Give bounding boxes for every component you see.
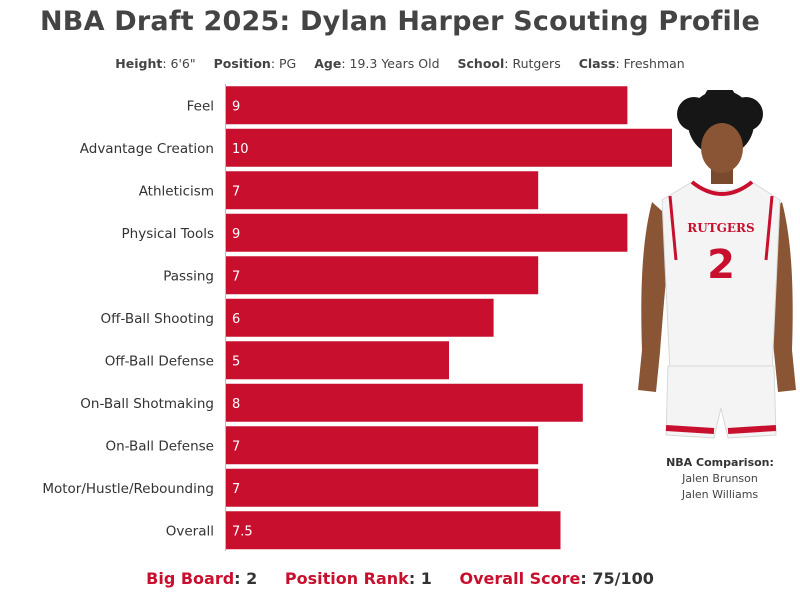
bar: [226, 511, 561, 550]
bar-value-label: 7: [232, 482, 240, 497]
nba-comparison: NBA Comparison: Jalen Brunson Jalen Will…: [640, 455, 800, 503]
meta-class-key: Class: [578, 56, 616, 71]
category-label: Feel: [187, 98, 214, 114]
jersey-number: 2: [707, 242, 735, 288]
meta-position-key: Position: [213, 56, 271, 71]
player-photo: RUTGERS 2: [638, 90, 796, 439]
position-rank-value: : 1: [408, 569, 432, 588]
bar-value-label: 7.5: [232, 524, 253, 539]
bar-value-label: 8: [232, 397, 240, 412]
chart-title: NBA Draft 2025: Dylan Harper Scouting Pr…: [40, 6, 760, 37]
bar-value-label: 6: [232, 312, 240, 327]
meta-height-value: : 6'6": [162, 56, 196, 71]
bar-value-label: 9: [232, 227, 240, 242]
meta-height: Height: 6'6": [115, 56, 195, 71]
meta-height-key: Height: [115, 56, 163, 71]
bar-value-label: 7: [232, 184, 240, 199]
category-label: Off-Ball Shooting: [101, 311, 214, 327]
comparison-player-2: Jalen Williams: [681, 488, 759, 501]
bar: [226, 86, 628, 125]
bar: [226, 171, 539, 210]
category-label: Physical Tools: [122, 226, 214, 242]
bars-group: Feel 9 Advantage Creation 10 Athleticism 7 Phy…: [42, 86, 672, 550]
bar: [226, 426, 539, 465]
big-board-value: : 2: [234, 569, 258, 588]
bar-value-label: 5: [232, 354, 240, 369]
comparison-heading: NBA Comparison:: [666, 456, 774, 469]
bar: [226, 298, 494, 337]
category-label: On-Ball Defense: [105, 438, 214, 454]
bar: [226, 383, 583, 422]
big-board-key: Big Board: [146, 569, 235, 588]
big-board: Big Board: 2: [146, 569, 257, 588]
meta-age-key: Age: [314, 56, 342, 71]
category-label: Advantage Creation: [80, 141, 214, 157]
meta-class-value: : Freshman: [615, 56, 685, 71]
category-label: Passing: [163, 268, 214, 284]
overall-score-value: : 75/100: [580, 569, 654, 588]
category-label: Athleticism: [139, 183, 214, 199]
bar: [226, 256, 539, 295]
overall-score: Overall Score: 75/100: [460, 569, 654, 588]
category-label: Overall: [166, 523, 214, 539]
category-label: Motor/Hustle/Rebounding: [42, 481, 214, 497]
bar-value-label: 7: [232, 439, 240, 454]
meta-age-value: : 19.3 Years Old: [341, 56, 440, 71]
position-rank-key: Position Rank: [284, 569, 409, 588]
comparison-player-1: Jalen Brunson: [682, 472, 758, 485]
category-label: On-Ball Shotmaking: [80, 396, 214, 412]
jersey-text: RUTGERS: [687, 221, 754, 235]
bar: [226, 468, 539, 507]
bar-value-label: 7: [232, 269, 240, 284]
bar-chart: Feel 9 Advantage Creation 10 Athleticism 7 Phy…: [42, 84, 672, 551]
overall-score-key: Overall Score: [459, 569, 581, 588]
bar: [226, 128, 672, 167]
meta-school-value: : Rutgers: [504, 56, 561, 71]
footer-ranks: Big Board: 2 Position Rank: 1 Overall Sc…: [0, 569, 800, 588]
bar-value-label: 10: [232, 142, 249, 157]
bar: [226, 341, 449, 380]
category-label: Off-Ball Defense: [105, 353, 214, 369]
bar-value-label: 9: [232, 99, 240, 114]
meta-age: Age: 19.3 Years Old: [314, 56, 439, 71]
position-rank: Position Rank: 1: [285, 569, 432, 588]
player-meta-row: Height: 6'6" Position: PG Age: 19.3 Year…: [0, 56, 800, 71]
meta-class: Class: Freshman: [579, 56, 685, 71]
meta-school-key: School: [457, 56, 505, 71]
bar: [226, 213, 628, 252]
meta-position-value: : PG: [270, 56, 297, 71]
meta-position: Position: PG: [214, 56, 297, 71]
meta-school: School: Rutgers: [458, 56, 561, 71]
